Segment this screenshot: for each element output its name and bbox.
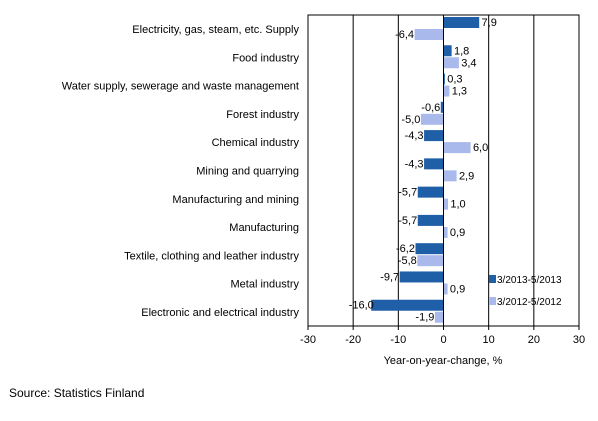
- category-label: Chemical industry: [212, 137, 300, 149]
- bar: [415, 243, 444, 255]
- legend: 3/2013-5/2013 3/2012-5/2012: [489, 275, 562, 308]
- category-label: Textile, clothing and leather industry: [124, 250, 299, 262]
- category-label: Manufacturing: [229, 222, 299, 234]
- category-label: Metal industry: [231, 279, 300, 291]
- value-label: 7,9: [482, 17, 497, 29]
- bar: [420, 113, 444, 125]
- bar: [417, 186, 444, 198]
- x-tick-label: -10: [390, 334, 406, 346]
- value-label: 6,0: [473, 142, 488, 154]
- value-label: 2,9: [459, 170, 474, 182]
- x-tick-label: 10: [483, 334, 495, 346]
- bar: [443, 198, 449, 210]
- bar: [443, 170, 457, 182]
- value-label: -5,7: [398, 187, 417, 199]
- bar: [440, 101, 444, 113]
- bar: [424, 130, 444, 142]
- category-label: Mining and quarrying: [196, 166, 299, 178]
- bar: [443, 283, 448, 295]
- bar: [443, 57, 459, 69]
- bar: [434, 311, 444, 323]
- value-label: -5,8: [398, 255, 417, 267]
- value-label: 1,3: [452, 86, 467, 98]
- bar: [443, 85, 450, 97]
- value-labels: 7,9 -6,4 1,83,4 0,31,3 -0,6-5,0 -4,3 6,0 -4,3 2,…: [349, 17, 497, 324]
- category-label: Forest industry: [226, 109, 299, 121]
- bar: [417, 214, 444, 226]
- category-label: Manufacturing and mining: [172, 194, 299, 206]
- x-tick-label: 30: [573, 334, 585, 346]
- bar: [371, 299, 444, 311]
- bar: [399, 271, 444, 283]
- category-label: Electricity, gas, steam, etc. Supply: [132, 24, 299, 36]
- category-labels: Electricity, gas, steam, etc. Supply Food…: [62, 24, 300, 319]
- source-note: Source: Statistics Finland: [9, 386, 145, 400]
- value-label: -16,0: [349, 300, 374, 312]
- bar: [443, 142, 471, 154]
- bar: [417, 255, 444, 267]
- category-label: Water supply, sewerage and waste managem…: [62, 81, 299, 93]
- value-label: -1,9: [415, 312, 434, 324]
- bar: [424, 158, 444, 170]
- value-label: -6,4: [395, 29, 414, 41]
- legend-label: 3/2012-5/2012: [497, 297, 562, 308]
- value-label: -0,6: [421, 102, 440, 114]
- category-label: Food industry: [232, 52, 299, 64]
- bar: [443, 17, 480, 28]
- legend-swatch: [489, 275, 496, 283]
- value-label: 1,0: [450, 199, 465, 211]
- value-label: 1,8: [454, 45, 469, 57]
- x-axis-title: Year-on-year-change, %: [384, 355, 503, 367]
- legend-swatch: [489, 297, 496, 305]
- x-tick-label: 20: [528, 334, 540, 346]
- grid-lines: [352, 15, 535, 326]
- value-label: -4,3: [405, 130, 424, 142]
- value-label: -6,2: [396, 243, 415, 255]
- value-label: 0,9: [450, 283, 465, 295]
- bar: [414, 29, 444, 40]
- x-tick-label: 0: [440, 334, 446, 346]
- x-tick-label: -30: [300, 334, 316, 346]
- value-label: -9,7: [380, 271, 399, 283]
- bar: [443, 73, 445, 85]
- x-tick-label: -20: [345, 334, 361, 346]
- value-label: 0,9: [450, 227, 465, 239]
- value-label: -5,7: [398, 215, 417, 227]
- category-label: Electronic and electrical industry: [141, 307, 299, 319]
- bars: [371, 17, 480, 323]
- bar: [443, 226, 448, 238]
- bar: [443, 45, 452, 57]
- legend-label: 3/2013-5/2013: [497, 275, 562, 286]
- value-label: -5,0: [401, 114, 420, 126]
- value-label: 0,3: [447, 74, 462, 86]
- x-tick-labels: -30 -20 -10 0 10 20 30: [300, 326, 585, 346]
- value-label: -4,3: [405, 158, 424, 170]
- value-label: 3,4: [461, 57, 476, 69]
